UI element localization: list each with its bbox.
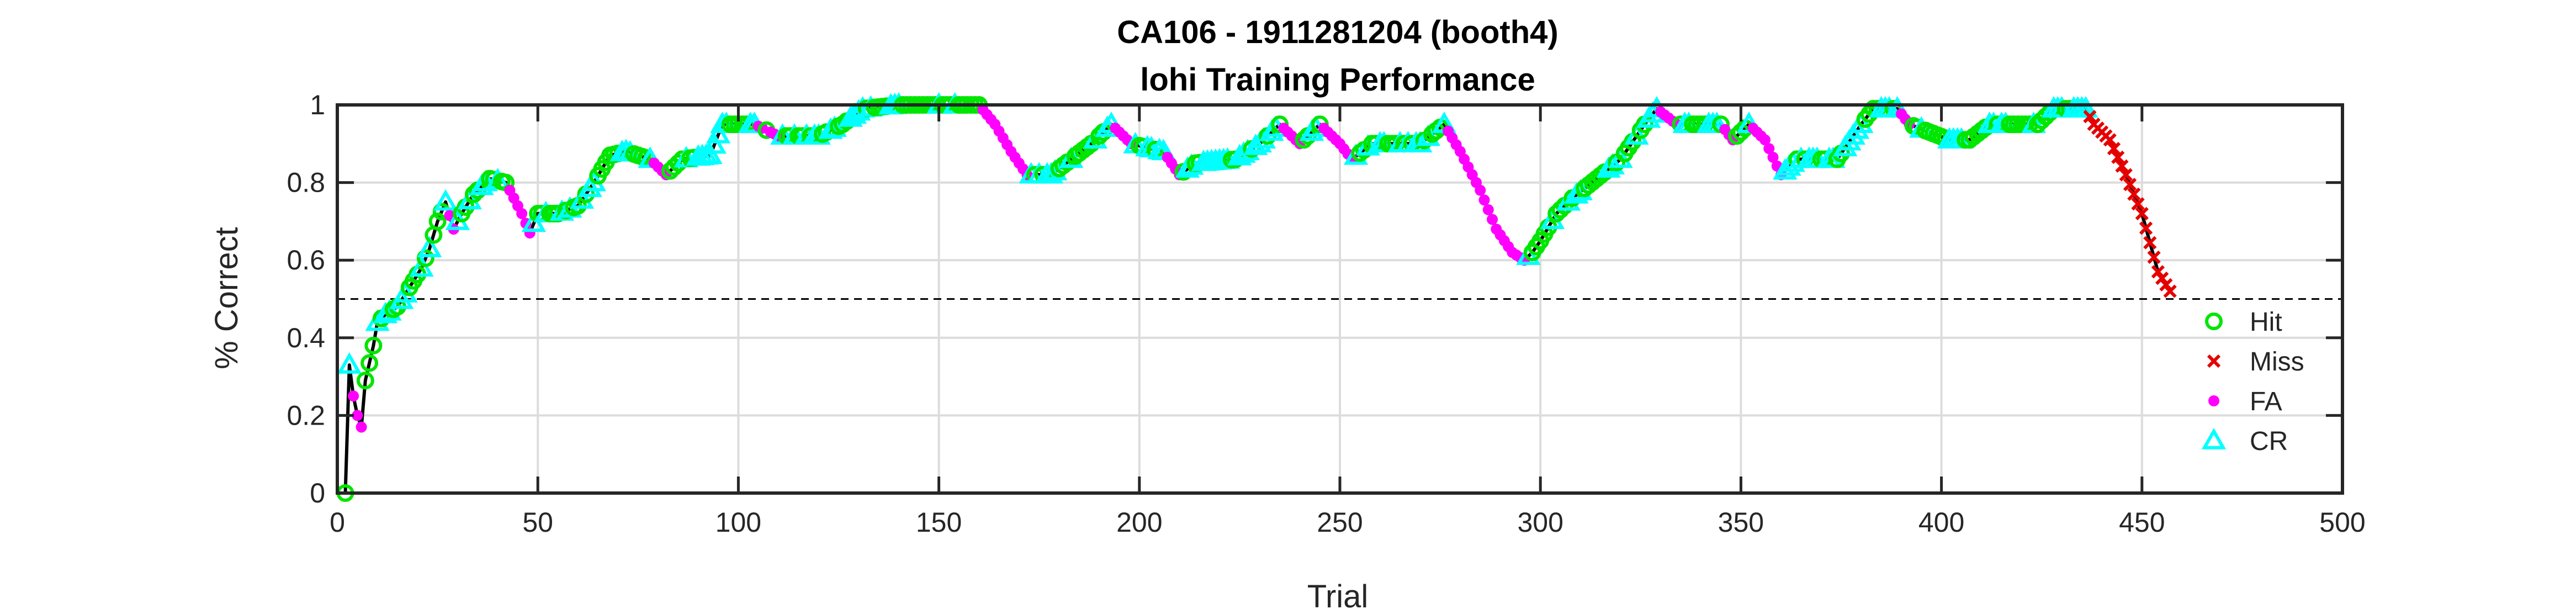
x-tick-label: 400 (1918, 507, 1964, 538)
y-tick-label: 1 (310, 89, 325, 120)
hit-marker (356, 372, 374, 390)
cr-marker (417, 236, 442, 257)
x-tick-label: 100 (715, 507, 761, 538)
fa-marker (516, 208, 528, 219)
x-tick-label: 350 (1718, 507, 1764, 538)
cr-marker (702, 132, 727, 154)
y-tick-label: 0 (310, 478, 325, 509)
miss-marker (2127, 187, 2141, 201)
miss-marker (2119, 168, 2133, 182)
cr-marker (373, 301, 398, 324)
hit-marker (364, 336, 383, 354)
miss-marker (2151, 265, 2165, 279)
x-tick-label: 250 (1317, 507, 1363, 538)
legend-miss-icon (2207, 354, 2221, 368)
legend-fa-icon (2208, 395, 2219, 406)
miss-marker (2083, 109, 2097, 124)
x-tick-label: 0 (330, 507, 345, 538)
legend-label: Hit (2250, 308, 2282, 337)
miss-marker (2131, 197, 2145, 211)
cr-marker (337, 352, 362, 374)
miss-marker (2115, 159, 2129, 173)
fa-marker (1482, 204, 1494, 215)
hit-marker (428, 212, 447, 230)
x-tick-label: 450 (2119, 507, 2165, 538)
cr-marker (842, 102, 867, 124)
cr-marker (1849, 112, 1874, 133)
miss-marker (2111, 150, 2125, 165)
miss-marker (2103, 133, 2117, 147)
x-tick-label: 300 (1517, 507, 1563, 538)
fa-marker (352, 410, 363, 421)
cr-marker (1608, 146, 1633, 168)
cr-marker (698, 142, 723, 165)
miss-marker (2135, 207, 2149, 220)
cr-marker (706, 121, 731, 144)
miss-marker (2147, 250, 2161, 264)
cr-marker (569, 187, 595, 209)
fa-marker (1767, 151, 1779, 163)
legend-label: Miss (2250, 347, 2304, 377)
y-tick-label: 0.4 (287, 322, 325, 353)
hit-marker (361, 354, 379, 372)
cr-marker (1408, 131, 1433, 153)
cr-marker (1600, 153, 1625, 174)
fa-marker (1475, 184, 1486, 196)
cr-marker (2073, 96, 2098, 118)
fa-marker (1763, 143, 1775, 155)
chart-title: CA106 - 1911281204 (booth4) (1117, 14, 1558, 50)
cr-marker (1624, 123, 1649, 145)
cr-marker (393, 281, 418, 303)
miss-marker (2143, 236, 2157, 250)
cr-marker (1227, 144, 1252, 166)
legend-cr-icon (2201, 427, 2227, 449)
y-tick-label: 0.8 (287, 167, 325, 198)
miss-marker (2139, 221, 2153, 235)
fa-marker (1487, 214, 1498, 225)
miss-marker (2159, 278, 2173, 292)
x-tick-label: 500 (2319, 507, 2365, 538)
cr-marker (1516, 244, 1541, 265)
x-axis-label: Trial (1307, 579, 1369, 614)
legend-hit-icon (2205, 313, 2223, 330)
chart-subtitle: lohi Training Performance (1140, 62, 1535, 98)
miss-marker (2123, 177, 2137, 192)
x-tick-label: 200 (1116, 507, 1162, 538)
trial-markers (336, 92, 2177, 502)
legend: Hit Miss FA CR (2201, 308, 2304, 456)
hit-marker (416, 249, 434, 267)
miss-marker (2155, 271, 2169, 285)
y-axis-label: % Correct (209, 227, 245, 369)
fa-marker (356, 421, 367, 433)
legend-label: CR (2250, 427, 2288, 456)
y-tick-label: 0.6 (287, 245, 325, 276)
x-tick-label: 150 (916, 507, 962, 538)
miss-marker (2163, 284, 2177, 298)
cr-marker (1243, 133, 1268, 155)
miss-marker (2107, 141, 2121, 156)
y-tick-label: 0.2 (287, 400, 325, 431)
legend-label: FA (2250, 387, 2282, 416)
grid (337, 105, 2342, 493)
x-tick-label: 50 (522, 507, 553, 538)
ticks: 0 50 100 150 200 250 300 350 400 450 500 0 0.2 0.4 0.6… (287, 89, 2365, 538)
fa-marker (348, 390, 359, 402)
fa-marker (1759, 134, 1771, 146)
cr-marker (457, 188, 482, 210)
fa-marker (1478, 194, 1490, 206)
cr-marker (433, 189, 458, 211)
